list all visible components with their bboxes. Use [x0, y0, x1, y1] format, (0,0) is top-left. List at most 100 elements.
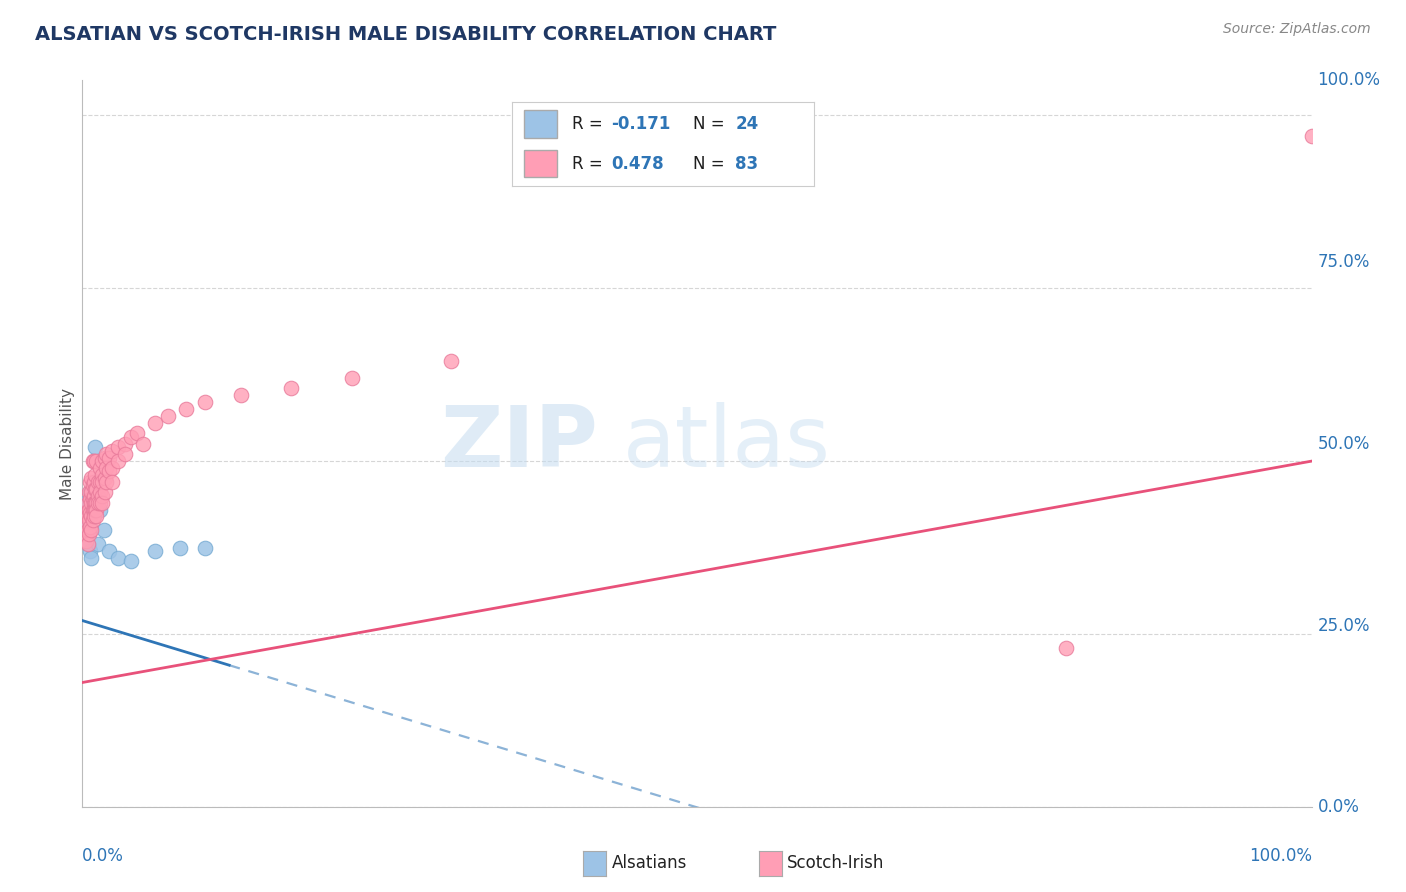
Point — [77, 513, 100, 527]
Point — [82, 478, 104, 492]
Text: 100.0%: 100.0% — [1249, 847, 1312, 865]
Point — [194, 541, 217, 555]
Text: -0.171: -0.171 — [612, 115, 671, 133]
Point — [77, 485, 100, 500]
Point — [77, 502, 100, 516]
Point — [82, 502, 104, 516]
Point — [83, 509, 105, 524]
Point — [79, 475, 101, 489]
Text: 0.0%: 0.0% — [82, 847, 124, 865]
Point — [84, 495, 107, 509]
Point — [77, 524, 100, 538]
Point — [93, 524, 115, 538]
Point — [80, 524, 103, 538]
Text: atlas: atlas — [623, 402, 831, 485]
Point — [169, 541, 191, 555]
Point — [83, 495, 105, 509]
Point — [86, 489, 108, 503]
Point — [280, 381, 302, 395]
Point — [97, 465, 120, 479]
Point — [101, 475, 124, 489]
Point — [77, 526, 100, 541]
FancyBboxPatch shape — [524, 150, 557, 178]
Text: 83: 83 — [735, 154, 758, 172]
Point — [80, 551, 103, 566]
Text: Alsatians: Alsatians — [612, 855, 688, 872]
Point — [107, 551, 129, 566]
Point — [89, 495, 111, 509]
Point — [83, 489, 105, 503]
Text: N =: N = — [693, 154, 730, 172]
Text: 50.0%: 50.0% — [1317, 434, 1369, 453]
Point — [174, 402, 197, 417]
Point — [91, 489, 114, 503]
Point — [83, 454, 105, 468]
FancyBboxPatch shape — [524, 111, 557, 138]
Point — [82, 513, 104, 527]
Point — [86, 502, 108, 516]
Point — [96, 461, 118, 475]
Point — [76, 526, 98, 541]
Point — [84, 467, 107, 482]
Point — [194, 395, 217, 409]
Point — [80, 471, 103, 485]
Point — [83, 502, 105, 516]
Point — [86, 537, 108, 551]
Point — [76, 499, 98, 513]
Point — [86, 482, 108, 496]
Point — [76, 495, 98, 509]
Point — [86, 495, 108, 509]
Text: ALSATIAN VS SCOTCH-IRISH MALE DISABILITY CORRELATION CHART: ALSATIAN VS SCOTCH-IRISH MALE DISABILITY… — [35, 25, 776, 44]
Point — [1054, 640, 1077, 655]
Point — [114, 437, 136, 451]
Point — [107, 440, 129, 454]
Point — [82, 492, 104, 507]
Point — [94, 471, 117, 485]
Point — [145, 544, 166, 558]
Point — [76, 509, 98, 524]
Point — [125, 426, 148, 441]
Point — [84, 502, 107, 516]
Point — [82, 495, 104, 509]
Point — [91, 454, 114, 468]
Point — [231, 388, 253, 402]
Point — [75, 506, 97, 520]
Point — [94, 450, 117, 465]
Text: 0.0%: 0.0% — [1317, 798, 1360, 816]
Point — [84, 482, 107, 496]
Point — [97, 544, 120, 558]
Text: ZIP: ZIP — [440, 402, 599, 485]
Point — [342, 371, 364, 385]
Text: N =: N = — [693, 115, 730, 133]
Point — [91, 495, 114, 509]
Point — [91, 467, 114, 482]
Point — [86, 475, 108, 489]
Point — [120, 554, 142, 568]
Point — [156, 409, 179, 423]
Point — [76, 524, 98, 538]
Point — [79, 506, 101, 520]
Point — [76, 526, 98, 541]
Point — [132, 437, 155, 451]
Text: Source: ZipAtlas.com: Source: ZipAtlas.com — [1223, 22, 1371, 37]
Point — [86, 454, 108, 468]
Point — [439, 353, 461, 368]
Point — [77, 513, 100, 527]
Point — [80, 495, 103, 509]
Point — [86, 495, 108, 509]
Point — [89, 502, 111, 516]
Point — [80, 509, 103, 524]
Text: 0.478: 0.478 — [612, 154, 664, 172]
Text: R =: R = — [572, 154, 609, 172]
Point — [76, 509, 98, 524]
Point — [120, 430, 142, 444]
Y-axis label: Male Disability: Male Disability — [59, 388, 75, 500]
Point — [83, 475, 105, 489]
Point — [79, 485, 101, 500]
Point — [79, 544, 101, 558]
Point — [91, 475, 114, 489]
Point — [1301, 128, 1323, 143]
Point — [97, 450, 120, 465]
Text: Scotch-Irish: Scotch-Irish — [787, 855, 884, 872]
Text: 75.0%: 75.0% — [1317, 253, 1369, 271]
